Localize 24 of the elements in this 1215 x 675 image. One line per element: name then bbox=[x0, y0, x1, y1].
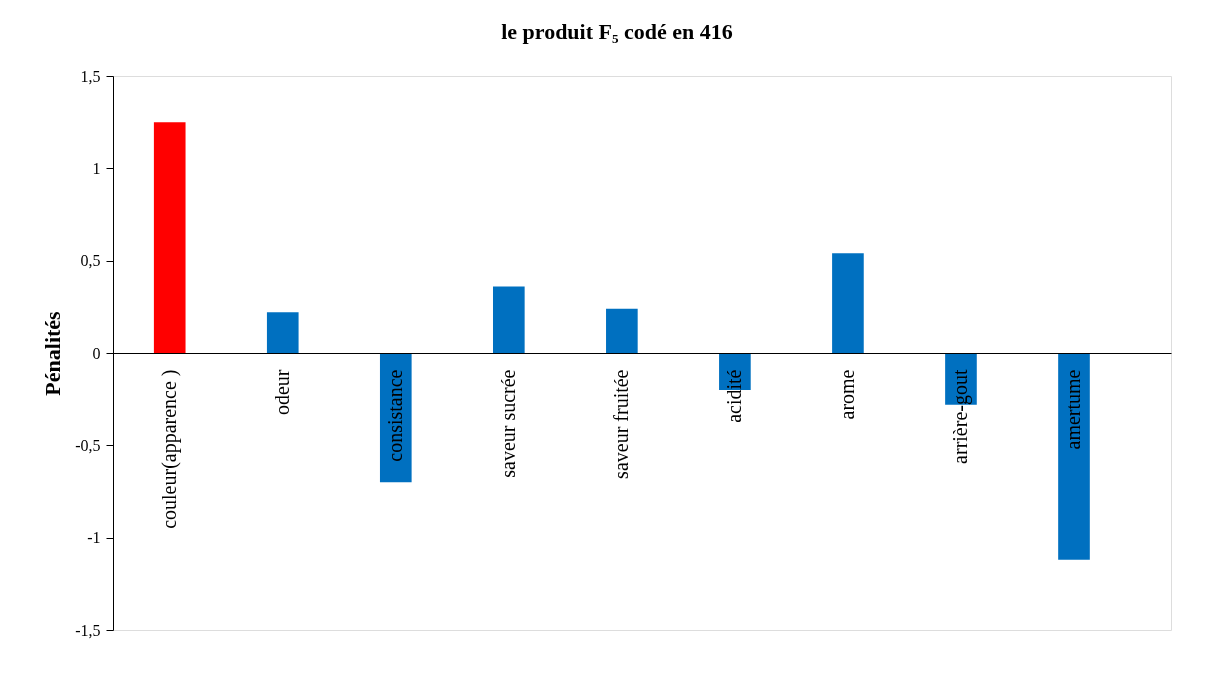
x-tick-label: consistance bbox=[383, 369, 406, 462]
bar bbox=[493, 286, 525, 353]
y-tick-label: 0 bbox=[92, 344, 101, 362]
bar bbox=[606, 308, 638, 353]
x-tick-label: saveur fruitée bbox=[609, 369, 632, 479]
y-tick-label: 1 bbox=[92, 159, 101, 177]
y-tick-label: -1 bbox=[87, 529, 101, 547]
x-tick-label: odeur bbox=[270, 369, 293, 416]
y-tick-label: -1,5 bbox=[75, 621, 101, 639]
chart-title: le produit F₅ codé en 416 bbox=[501, 19, 733, 44]
bar bbox=[832, 253, 864, 353]
bar bbox=[153, 122, 186, 353]
x-tick-label: arrière-gout bbox=[948, 369, 972, 464]
bar bbox=[266, 312, 299, 353]
y-tick-label: 0,5 bbox=[80, 252, 101, 270]
x-tick-label: couleur(apparence ) bbox=[157, 369, 181, 529]
x-tick-label: saveur sucrée bbox=[496, 369, 519, 478]
x-tick-label: amertume bbox=[1061, 369, 1084, 450]
y-axis-title: Pénalités bbox=[40, 310, 66, 396]
x-tick-label: arome bbox=[835, 369, 858, 420]
y-tick-label: 1,5 bbox=[80, 67, 101, 85]
x-tick-label: acidité bbox=[722, 369, 745, 423]
bar bbox=[1058, 353, 1090, 560]
y-tick-label: -0,5 bbox=[75, 436, 101, 454]
